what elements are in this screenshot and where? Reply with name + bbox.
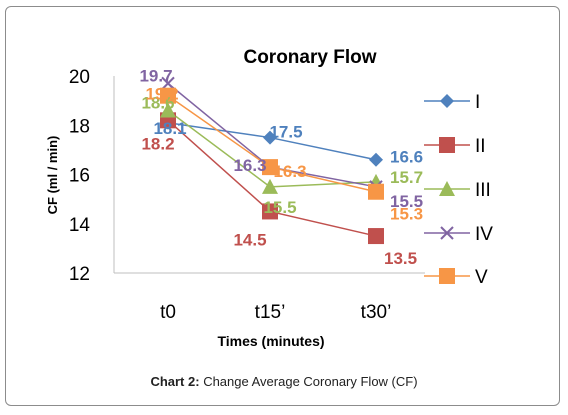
data-label-III: 15.7 (390, 168, 423, 187)
legend-marker-I (440, 94, 454, 108)
data-point-I (263, 130, 277, 145)
x-tick-label: t0 (160, 302, 176, 323)
data-label-II: 18.2 (141, 134, 174, 153)
data-label-V: 16.3 (273, 162, 306, 181)
legend-label: III (475, 180, 491, 201)
chart-frame (5, 6, 560, 406)
chart-title: Coronary Flow (243, 47, 376, 68)
x-axis-label: Times (minutes) (217, 333, 324, 349)
series-line-V (167, 95, 377, 193)
data-point-V (368, 183, 384, 200)
legend-label: IV (475, 224, 493, 245)
legend-item-I: I (424, 92, 480, 113)
legend-item-III: III (424, 180, 491, 201)
y-tick-label: 20 (69, 67, 90, 88)
data-label-III: 15.5 (263, 198, 296, 217)
y-tick-label: 16 (69, 166, 90, 187)
x-tick-label: t30’ (361, 302, 392, 323)
legend-marker-IV (440, 226, 454, 240)
data-point-V (160, 87, 176, 104)
data-label-I: 16.6 (390, 148, 423, 167)
data-point-II (368, 228, 384, 245)
y-tick-label: 12 (69, 264, 90, 285)
legend-marker-V (439, 268, 455, 284)
data-label-IV: 16.3 (233, 156, 266, 175)
y-tick-label: 14 (69, 215, 91, 236)
legend-label: V (475, 267, 488, 288)
data-point-IV (161, 76, 175, 91)
figure-caption: Chart 2: Change Average Coronary Flow (C… (0, 374, 568, 389)
legend-label: I (475, 92, 480, 113)
data-label-IV: 15.5 (390, 192, 423, 211)
data-label-II: 13.5 (384, 249, 417, 268)
legend-item-II: II (424, 136, 486, 157)
data-point-III (262, 178, 278, 194)
data-label-V: 15.3 (390, 205, 423, 224)
y-axis-label: CF (ml / min) (45, 136, 60, 215)
legend-item-V: V (424, 267, 488, 288)
data-label-II: 14.5 (233, 230, 266, 249)
data-label-I: 18.1 (153, 119, 186, 138)
data-point-II (262, 203, 278, 220)
caption-text: Change Average Coronary Flow (CF) (203, 374, 418, 389)
data-point-III (160, 102, 176, 118)
data-label-V: 19.2 (145, 85, 178, 104)
legend-marker-III (439, 181, 455, 196)
y-tick-label: 18 (69, 116, 90, 137)
legend-label: II (475, 136, 486, 157)
data-point-V (262, 159, 278, 176)
data-label-III: 18.6 (141, 93, 174, 112)
data-label-I: 17.5 (269, 123, 302, 142)
data-label-IV: 19.7 (139, 66, 172, 85)
x-tick-label: t15’ (255, 302, 286, 323)
caption-label: Chart 2: (150, 374, 200, 389)
legend-item-IV: IV (424, 224, 493, 245)
data-point-I (369, 152, 383, 167)
legend-marker-II (439, 137, 455, 153)
